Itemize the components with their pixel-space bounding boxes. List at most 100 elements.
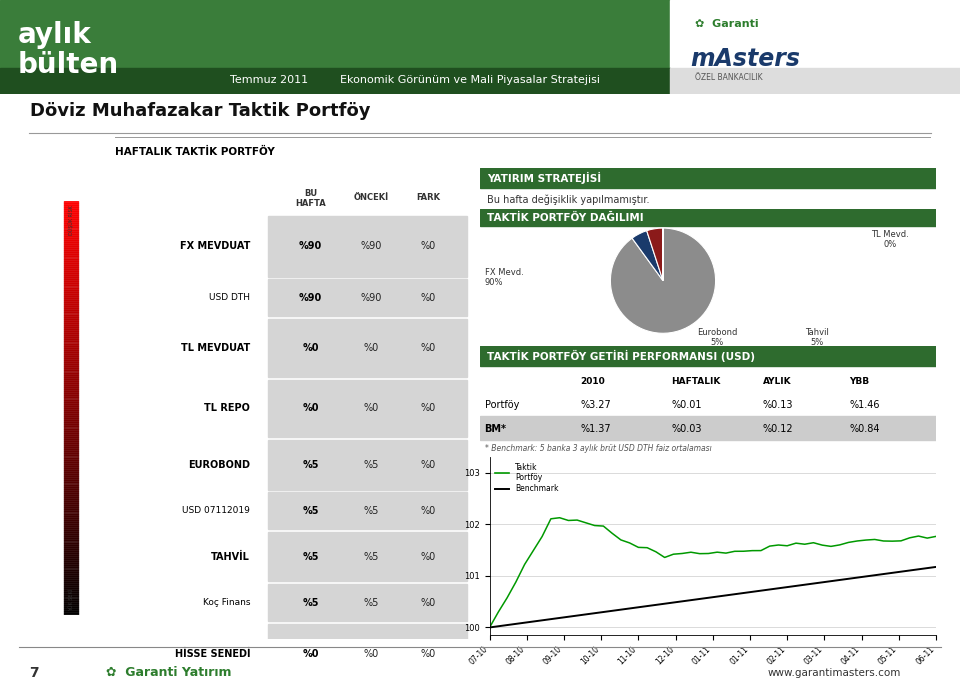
Bar	[64, 565, 78, 567]
Bar	[64, 557, 78, 559]
Bar	[64, 317, 78, 319]
Bar	[64, 406, 78, 408]
Bar	[64, 522, 78, 524]
Bar	[64, 447, 78, 450]
Bar	[64, 269, 78, 271]
Text: %5: %5	[363, 597, 378, 608]
Bar	[64, 391, 78, 393]
Bar	[64, 412, 78, 414]
Bar	[64, 482, 78, 484]
Bar	[64, 379, 78, 381]
Bar	[64, 593, 78, 595]
Bar	[64, 602, 78, 604]
Text: TL REPO: TL REPO	[204, 403, 251, 413]
Bar	[64, 217, 78, 219]
Text: %5: %5	[302, 460, 319, 470]
Bar	[0, 68, 670, 94]
Bar	[64, 424, 78, 426]
Bar	[64, 387, 78, 389]
Text: %3.27: %3.27	[580, 400, 612, 410]
Text: * Benchmark: 5 banka 3 aylık brüt USD DTH faiz ortalaması: * Benchmark: 5 banka 3 aylık brüt USD DT…	[485, 444, 711, 453]
Text: %1.46: %1.46	[850, 400, 880, 410]
Bar	[64, 256, 78, 258]
Bar	[64, 202, 78, 205]
Bar	[268, 584, 467, 621]
Text: TAKTİK PORTFÖY DAĞILIMI: TAKTİK PORTFÖY DAĞILIMI	[487, 212, 643, 223]
Bar	[64, 472, 78, 474]
Bar	[64, 536, 78, 538]
Bar	[64, 360, 78, 362]
Text: Ekonomik Görünüm ve Mali Piyasalar Stratejisi: Ekonomik Görünüm ve Mali Piyasalar Strat…	[340, 75, 600, 84]
Bar	[64, 300, 78, 302]
Bar	[64, 395, 78, 397]
Bar	[64, 213, 78, 215]
Bar	[64, 561, 78, 563]
Bar	[64, 383, 78, 385]
Bar	[64, 306, 78, 309]
Bar	[64, 572, 78, 574]
Bar	[64, 505, 78, 507]
Text: TL Mevd.
0%: TL Mevd. 0%	[872, 230, 909, 249]
Text: ÖZEL BANKACILIK: ÖZEL BANKACILIK	[695, 73, 762, 82]
Bar	[64, 551, 78, 553]
Text: YBB: YBB	[850, 377, 870, 386]
Bar	[480, 168, 936, 188]
Bar	[64, 325, 78, 327]
Bar	[268, 492, 467, 529]
Bar	[64, 528, 78, 530]
Bar	[64, 309, 78, 311]
Bar	[64, 580, 78, 582]
Bar	[64, 230, 78, 232]
Bar	[64, 598, 78, 600]
Bar	[64, 582, 78, 584]
Text: BU
HAFTA: BU HAFTA	[295, 188, 326, 208]
Bar	[64, 611, 78, 613]
Bar	[64, 200, 78, 202]
Legend: Taktik
Portföy, Benchmark: Taktik Portföy, Benchmark	[493, 461, 560, 495]
Text: USD DTH: USD DTH	[209, 293, 251, 302]
Bar	[64, 478, 78, 480]
Bar	[64, 503, 78, 505]
Bar	[64, 553, 78, 555]
Bar	[64, 416, 78, 418]
Bar	[64, 538, 78, 540]
Bar	[268, 532, 467, 581]
Bar	[64, 267, 78, 269]
Text: %0: %0	[302, 403, 319, 413]
Bar	[64, 420, 78, 422]
Text: %0: %0	[420, 242, 436, 251]
Bar	[64, 456, 78, 458]
Bar	[64, 408, 78, 410]
Bar	[64, 341, 78, 343]
Text: FARK: FARK	[416, 193, 440, 202]
Bar	[64, 607, 78, 609]
Bar	[64, 604, 78, 607]
Bar	[64, 476, 78, 478]
Bar	[64, 461, 78, 463]
Text: %0: %0	[302, 343, 319, 352]
Text: FX MEVDUAT: FX MEVDUAT	[180, 242, 251, 251]
Bar	[268, 319, 467, 377]
Bar	[64, 452, 78, 454]
Bar	[64, 441, 78, 443]
Bar	[64, 337, 78, 339]
Bar	[64, 540, 78, 542]
Bar	[64, 534, 78, 536]
Bar	[64, 489, 78, 491]
Text: %5: %5	[302, 551, 319, 562]
Bar	[64, 223, 78, 225]
Bar	[64, 322, 78, 325]
Bar	[64, 518, 78, 520]
Text: %0.01: %0.01	[672, 400, 702, 410]
Bar	[64, 209, 78, 211]
Bar	[64, 544, 78, 547]
Text: Portföy: Portföy	[485, 400, 519, 410]
Bar	[64, 435, 78, 437]
Bar	[64, 258, 78, 260]
Bar	[64, 339, 78, 341]
Bar	[64, 422, 78, 424]
Bar	[64, 576, 78, 578]
Text: bülten: bülten	[18, 51, 119, 79]
Text: %5: %5	[302, 597, 319, 608]
Text: %0: %0	[420, 403, 436, 413]
